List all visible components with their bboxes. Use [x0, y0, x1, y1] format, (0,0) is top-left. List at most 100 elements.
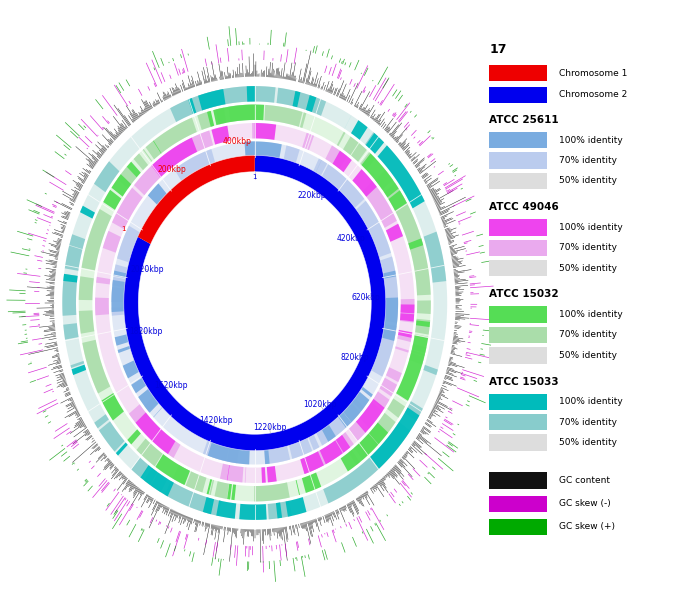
Polygon shape [342, 402, 360, 422]
FancyBboxPatch shape [489, 519, 547, 535]
Polygon shape [71, 365, 86, 375]
Polygon shape [292, 91, 300, 107]
Polygon shape [255, 123, 276, 140]
Polygon shape [220, 464, 244, 482]
Polygon shape [203, 439, 229, 461]
Text: 50% identity: 50% identity [559, 264, 617, 273]
Polygon shape [124, 155, 386, 451]
Polygon shape [172, 464, 178, 478]
Polygon shape [255, 141, 282, 159]
Polygon shape [401, 304, 415, 313]
Polygon shape [62, 274, 77, 316]
FancyBboxPatch shape [489, 173, 547, 189]
Text: ATCC 25611: ATCC 25611 [489, 115, 559, 125]
Polygon shape [255, 86, 276, 102]
FancyBboxPatch shape [489, 65, 547, 81]
FancyBboxPatch shape [489, 307, 547, 323]
Polygon shape [165, 481, 221, 516]
Polygon shape [186, 471, 207, 493]
Polygon shape [144, 468, 158, 485]
Polygon shape [203, 497, 214, 514]
Polygon shape [112, 280, 126, 312]
Text: 100% identity: 100% identity [559, 136, 623, 145]
Polygon shape [301, 432, 354, 474]
FancyBboxPatch shape [489, 132, 547, 148]
Text: 17: 17 [489, 44, 507, 56]
Polygon shape [321, 424, 336, 442]
Polygon shape [246, 86, 255, 102]
Text: 1020kbp: 1020kbp [304, 400, 337, 409]
Polygon shape [276, 88, 326, 116]
Polygon shape [296, 480, 300, 495]
Polygon shape [395, 347, 409, 353]
Polygon shape [343, 136, 359, 155]
Polygon shape [198, 89, 225, 110]
Polygon shape [227, 446, 239, 464]
Polygon shape [308, 433, 320, 450]
Polygon shape [424, 231, 446, 282]
Polygon shape [95, 123, 415, 483]
Polygon shape [308, 135, 314, 150]
Polygon shape [213, 105, 255, 125]
Polygon shape [267, 466, 276, 482]
FancyBboxPatch shape [489, 496, 547, 512]
Polygon shape [264, 448, 269, 464]
FancyBboxPatch shape [489, 414, 547, 430]
Polygon shape [207, 479, 212, 494]
Polygon shape [337, 132, 346, 146]
Polygon shape [373, 391, 389, 409]
Polygon shape [411, 350, 425, 356]
Polygon shape [323, 422, 410, 504]
Polygon shape [209, 480, 214, 495]
Polygon shape [112, 141, 398, 465]
Text: GC skew (-): GC skew (-) [559, 499, 611, 508]
Polygon shape [355, 201, 391, 258]
Text: GC skew (+): GC skew (+) [559, 522, 615, 531]
FancyBboxPatch shape [489, 394, 547, 410]
Text: 820kbp: 820kbp [341, 353, 369, 362]
Polygon shape [239, 504, 267, 520]
Polygon shape [112, 174, 131, 196]
Polygon shape [412, 344, 426, 353]
Polygon shape [198, 111, 214, 130]
Text: 70% identity: 70% identity [559, 243, 617, 252]
FancyBboxPatch shape [489, 239, 547, 256]
Polygon shape [216, 108, 226, 124]
Polygon shape [365, 132, 378, 148]
Polygon shape [214, 481, 229, 499]
Polygon shape [154, 406, 163, 418]
Text: 200kbp: 200kbp [157, 165, 186, 175]
Polygon shape [387, 399, 405, 418]
Polygon shape [227, 484, 232, 499]
Polygon shape [174, 149, 216, 182]
Polygon shape [151, 473, 168, 492]
FancyBboxPatch shape [489, 152, 547, 168]
Polygon shape [405, 401, 423, 421]
Polygon shape [382, 271, 396, 279]
Polygon shape [362, 181, 397, 228]
Polygon shape [321, 164, 364, 209]
Text: 400kbp: 400kbp [223, 137, 251, 145]
Polygon shape [114, 271, 128, 278]
Polygon shape [302, 133, 311, 149]
Polygon shape [127, 429, 141, 444]
Polygon shape [231, 484, 236, 500]
Polygon shape [379, 256, 398, 322]
Polygon shape [112, 277, 127, 287]
Polygon shape [188, 98, 196, 114]
Text: 100% identity: 100% identity [559, 223, 623, 232]
Polygon shape [370, 324, 396, 377]
Polygon shape [245, 141, 255, 157]
Polygon shape [313, 159, 327, 177]
FancyBboxPatch shape [489, 435, 547, 451]
Text: Chromosome 1: Chromosome 1 [559, 68, 628, 78]
Polygon shape [424, 365, 438, 375]
Polygon shape [118, 345, 131, 353]
Text: 50% identity: 50% identity [559, 438, 617, 447]
Polygon shape [254, 482, 290, 501]
Polygon shape [289, 437, 312, 459]
Polygon shape [135, 413, 175, 454]
Text: 1820kbp: 1820kbp [129, 327, 163, 336]
Polygon shape [397, 334, 412, 342]
Polygon shape [138, 155, 255, 244]
